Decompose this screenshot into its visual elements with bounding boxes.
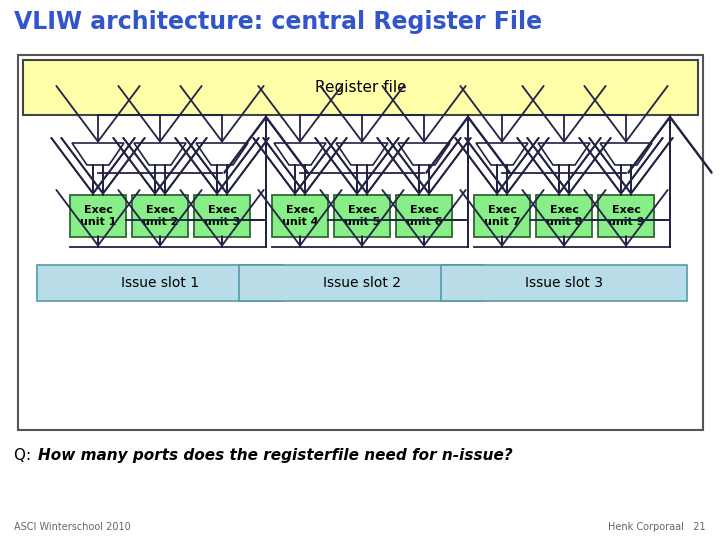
Polygon shape (196, 143, 248, 165)
Text: Henk Corporaal   21: Henk Corporaal 21 (608, 522, 706, 532)
Bar (239, 265, 485, 301)
Polygon shape (600, 143, 652, 165)
Text: ASCI Winterschool 2010: ASCI Winterschool 2010 (14, 522, 131, 532)
Bar (37, 265, 283, 301)
Text: Register file: Register file (315, 80, 406, 95)
Polygon shape (538, 143, 590, 165)
Polygon shape (476, 143, 528, 165)
Bar (70, 195, 126, 237)
Polygon shape (72, 143, 124, 165)
Text: Issue slot 3: Issue slot 3 (525, 276, 603, 290)
Polygon shape (134, 143, 186, 165)
Text: Issue slot 1: Issue slot 1 (121, 276, 199, 290)
Text: Exec
unit 9: Exec unit 9 (608, 205, 644, 227)
Bar (536, 195, 592, 237)
Polygon shape (398, 143, 450, 165)
Text: Exec
unit 4: Exec unit 4 (282, 205, 318, 227)
Text: Issue slot 2: Issue slot 2 (323, 276, 401, 290)
Text: VLIW architecture: central Register File: VLIW architecture: central Register File (14, 10, 542, 34)
Polygon shape (274, 143, 326, 165)
Text: Q:: Q: (14, 448, 36, 463)
Text: Exec
unit 1: Exec unit 1 (80, 205, 116, 227)
Bar (23, 60, 698, 115)
Bar (194, 195, 250, 237)
Bar (474, 195, 530, 237)
Bar (18, 55, 703, 430)
Text: Exec
unit 2: Exec unit 2 (142, 205, 178, 227)
Text: Exec
unit 6: Exec unit 6 (406, 205, 442, 227)
Text: Exec
unit 5: Exec unit 5 (344, 205, 380, 227)
Bar (132, 195, 188, 237)
Bar (396, 195, 452, 237)
Bar (441, 265, 687, 301)
Polygon shape (336, 143, 388, 165)
Text: Exec
unit 3: Exec unit 3 (204, 205, 240, 227)
Text: Exec
unit 7: Exec unit 7 (484, 205, 520, 227)
Text: Exec
unit 8: Exec unit 8 (546, 205, 582, 227)
Text: How many ports does the registerfile need for n-issue?: How many ports does the registerfile nee… (38, 448, 513, 463)
Bar (598, 195, 654, 237)
Bar (272, 195, 328, 237)
Bar (334, 195, 390, 237)
